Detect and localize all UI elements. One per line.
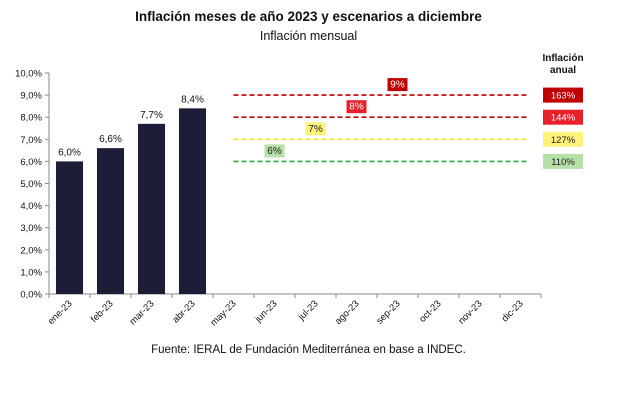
y-tick-label: 5,0% <box>20 179 42 190</box>
y-tick-label: 6,0% <box>20 157 42 168</box>
x-tick-label: ago-23 <box>333 298 362 327</box>
scenario-monthly-badge <box>305 122 326 136</box>
x-tick-label: may-23 <box>208 298 238 328</box>
bar-data-label: 8,4% <box>181 94 204 105</box>
x-tick-label: sep-23 <box>374 298 402 326</box>
y-tick-label: 10,0% <box>15 69 42 80</box>
x-tick-label: ene-23 <box>46 298 75 327</box>
x-tick-label: abr-23 <box>170 298 197 325</box>
y-tick-label: 0,0% <box>20 290 42 301</box>
scenario-annual-badge <box>543 87 583 103</box>
source-note: Fuente: IERAL de Fundación Mediterránea … <box>151 344 466 356</box>
chart-title: Inflación meses de año 2023 y escenarios… <box>135 9 482 24</box>
y-tick-label: 2,0% <box>20 245 42 256</box>
annual-header-text: anual <box>550 65 576 76</box>
y-tick-label: 7,0% <box>20 135 42 146</box>
scenario-monthly-badge <box>346 100 367 114</box>
scenario-annual-label: 110% <box>551 157 575 168</box>
bar <box>55 161 84 294</box>
scenario-annual-badge <box>543 153 583 169</box>
bar-data-label: 6,0% <box>58 147 81 158</box>
bar <box>178 108 207 294</box>
bar-data-label: 6,6% <box>99 134 122 145</box>
chart-subtitle: Inflación mensual <box>259 29 358 43</box>
x-tick-label: mar-23 <box>128 298 157 327</box>
y-tick-label: 8,0% <box>20 113 42 124</box>
x-tick-label: nov-23 <box>456 298 484 326</box>
scenario-monthly-label: 8% <box>349 102 364 113</box>
bar <box>96 148 125 294</box>
scenario-monthly-badge <box>387 78 408 92</box>
annual-header-text: Inflación <box>542 53 583 64</box>
x-tick-label: jul-23 <box>296 298 321 323</box>
scenario-annual-label: 163% <box>551 91 576 102</box>
bar <box>137 123 166 294</box>
x-tick-label: oct-23 <box>417 298 443 324</box>
y-tick-label: 4,0% <box>20 201 42 212</box>
bar-data-label: 7,7% <box>140 110 163 121</box>
scenario-annual-badge <box>543 109 583 125</box>
scenario-annual-label: 144% <box>551 113 576 124</box>
scenario-monthly-label: 7% <box>308 124 323 135</box>
x-tick-label: dic-23 <box>500 298 526 324</box>
scenario-monthly-label: 6% <box>267 146 282 157</box>
y-tick-label: 3,0% <box>20 223 42 234</box>
x-tick-label: feb-23 <box>89 298 116 325</box>
y-tick-label: 9,0% <box>20 91 42 102</box>
scenario-monthly-label: 9% <box>390 80 405 91</box>
scenario-annual-label: 127% <box>551 135 576 146</box>
scenario-monthly-badge <box>264 144 285 158</box>
x-tick-label: jun-23 <box>252 298 279 325</box>
scenario-annual-badge <box>543 131 583 147</box>
y-tick-label: 1,0% <box>20 267 42 278</box>
